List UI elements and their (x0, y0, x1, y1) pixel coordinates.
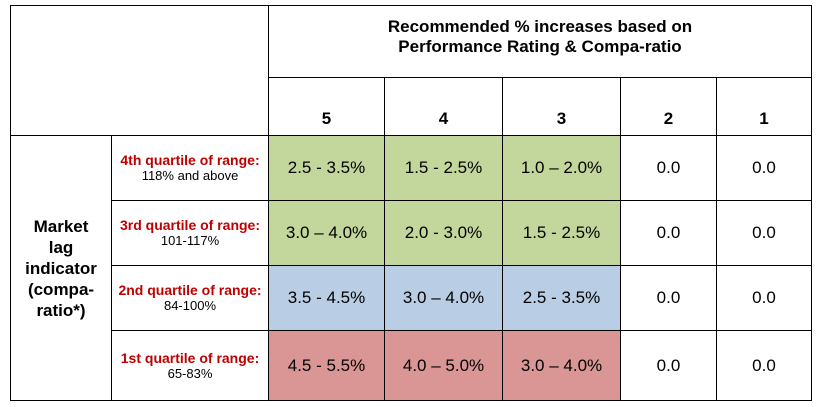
side-label-line3: indicator (25, 258, 97, 278)
matrix-title: Recommended % increases based on Perform… (268, 5, 812, 78)
empty-corner-cell (10, 5, 269, 136)
quartile-label: 1st quartile of range: 65-83% (111, 330, 269, 401)
value-cell: 1.5 - 2.5% (502, 200, 621, 266)
value-cell: 0.0 (620, 265, 717, 331)
value-cell: 0.0 (716, 200, 812, 266)
value-cell: 0.0 (620, 330, 717, 401)
value-cell: 0.0 (716, 265, 812, 331)
table-row: 2nd quartile of range: 84-100% 3.5 - 4.5… (11, 265, 812, 331)
table-row: 1st quartile of range: 65-83% 4.5 - 5.5%… (11, 330, 812, 401)
quartile-range: 84-100% (163, 298, 217, 313)
value-cell: 4.0 – 5.0% (384, 330, 503, 401)
quartile-title: 1st quartile of range: (120, 349, 260, 366)
quartile-title: 2nd quartile of range: (118, 282, 262, 298)
quartile-range: 118% and above (141, 168, 239, 183)
value-cell: 0.0 (620, 200, 717, 266)
matrix-title-line2: Performance Rating & Compa-ratio (398, 36, 682, 56)
quartile-title: 4th quartile of range: (120, 152, 260, 168)
rating-header-2: 2 (620, 77, 717, 136)
value-cell: 0.0 (620, 135, 717, 201)
value-cell: 3.5 - 4.5% (268, 265, 385, 331)
rating-header-4: 4 (384, 77, 503, 136)
value-cell: 3.0 – 4.0% (502, 330, 621, 401)
quartile-label: 2nd quartile of range: 84-100% (111, 265, 269, 331)
market-lag-indicator-label: Market lag indicator (compa- ratio*) (10, 135, 112, 401)
table-row: Market lag indicator (compa- ratio*) 4th… (10, 135, 812, 401)
table-row: 3rd quartile of range: 101-117% 3.0 – 4.… (11, 200, 812, 266)
value-cell: 1.5 - 2.5% (384, 135, 503, 201)
rating-header-1: 1 (716, 77, 812, 136)
quartile-label: 4th quartile of range: 118% and above (111, 135, 269, 201)
value-cell: 3.0 – 4.0% (384, 265, 503, 331)
value-cell: 2.5 - 3.5% (268, 135, 385, 201)
side-label-line2: lag (48, 237, 74, 257)
value-cell: 2.0 - 3.0% (384, 200, 503, 266)
quartile-range: 101-117% (160, 233, 220, 248)
value-cell: 4.5 - 5.5% (268, 330, 385, 401)
matrix-title-line1: Recommended % increases based on (387, 16, 693, 36)
rating-header-3: 3 (502, 77, 621, 136)
value-cell: 0.0 (716, 330, 812, 401)
value-cell: 2.5 - 3.5% (502, 265, 621, 331)
quartile-range: 65-83% (167, 365, 213, 381)
rating-header-5: 5 (268, 77, 385, 136)
value-cell: 1.0 – 2.0% (502, 135, 621, 201)
side-label-line4: (compa- (27, 279, 95, 299)
side-label-line1: Market (33, 216, 89, 236)
quartile-title: 3rd quartile of range: (119, 217, 261, 233)
side-label-line5: ratio*) (36, 300, 86, 320)
merit-increase-matrix: Recommended % increases based on Perform… (10, 5, 812, 401)
quartile-label: 3rd quartile of range: 101-117% (111, 200, 269, 266)
value-cell: 3.0 – 4.0% (268, 200, 385, 266)
value-cell: 0.0 (716, 135, 812, 201)
